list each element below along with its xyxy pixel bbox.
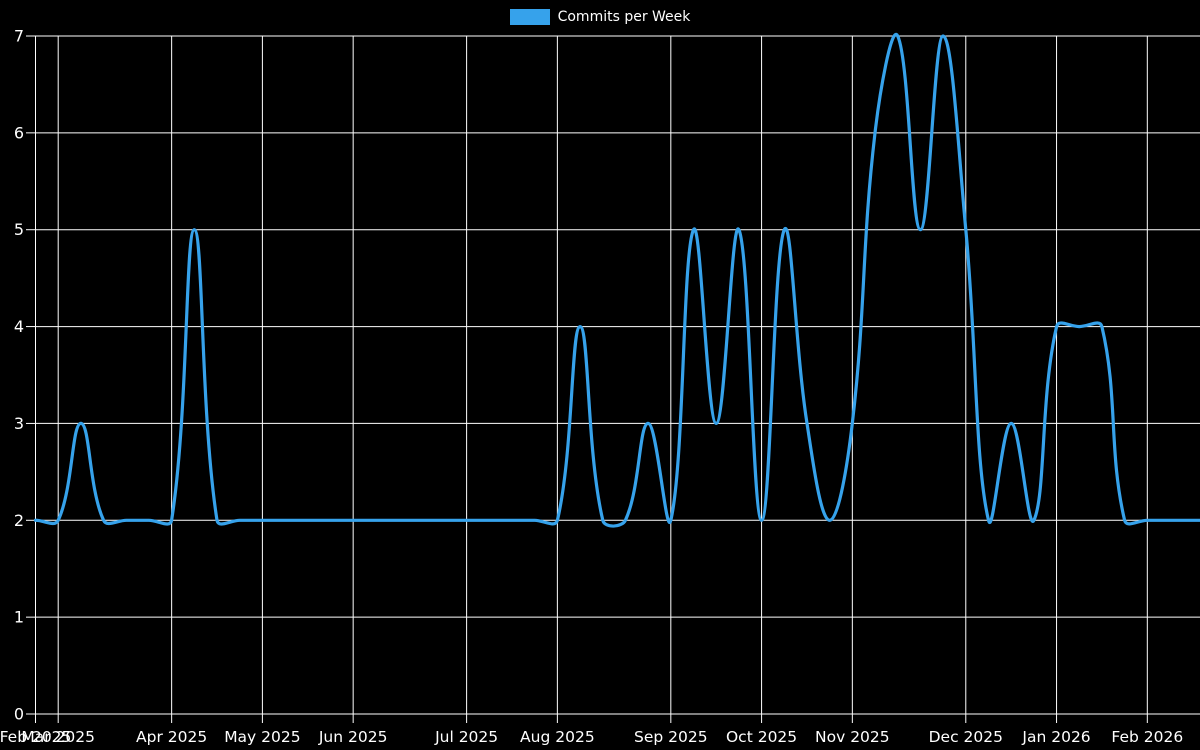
svg-text:Jul 2025: Jul 2025	[434, 728, 498, 746]
svg-text:5: 5	[14, 220, 24, 239]
svg-text:May 2025: May 2025	[224, 728, 300, 746]
svg-text:Nov 2025: Nov 2025	[815, 728, 890, 746]
svg-text:1: 1	[14, 608, 24, 627]
svg-text:7: 7	[14, 27, 24, 46]
svg-text:Sep 2025: Sep 2025	[634, 728, 708, 746]
axis-ticks	[26, 35, 1148, 723]
svg-text:Oct 2025: Oct 2025	[726, 728, 797, 746]
legend-swatch-icon	[509, 9, 550, 25]
svg-text:Jan 2026: Jan 2026	[1021, 728, 1090, 746]
svg-text:Jun 2025: Jun 2025	[318, 728, 388, 746]
legend-label: Commits per Week	[557, 9, 691, 25]
svg-text:Mar 2025: Mar 2025	[21, 728, 95, 746]
svg-text:2: 2	[14, 511, 24, 530]
svg-text:Feb 2026: Feb 2026	[1111, 728, 1183, 746]
svg-text:Aug 2025: Aug 2025	[520, 728, 595, 746]
svg-text:6: 6	[14, 123, 24, 142]
svg-text:Dec 2025: Dec 2025	[929, 728, 1003, 746]
legend-item-commits-per-week[interactable]: Commits per Week	[509, 8, 691, 26]
svg-text:Feb 2025: Feb 2025	[0, 728, 71, 746]
svg-text:4: 4	[14, 317, 24, 336]
series-commits-per-week	[33, 32, 1200, 528]
chart-legend: Commits per Week	[0, 8, 1200, 26]
grid-lines	[35, 35, 1200, 715]
svg-text:3: 3	[14, 414, 24, 433]
svg-text:Apr 2025: Apr 2025	[136, 728, 207, 746]
svg-text:0: 0	[14, 705, 24, 724]
